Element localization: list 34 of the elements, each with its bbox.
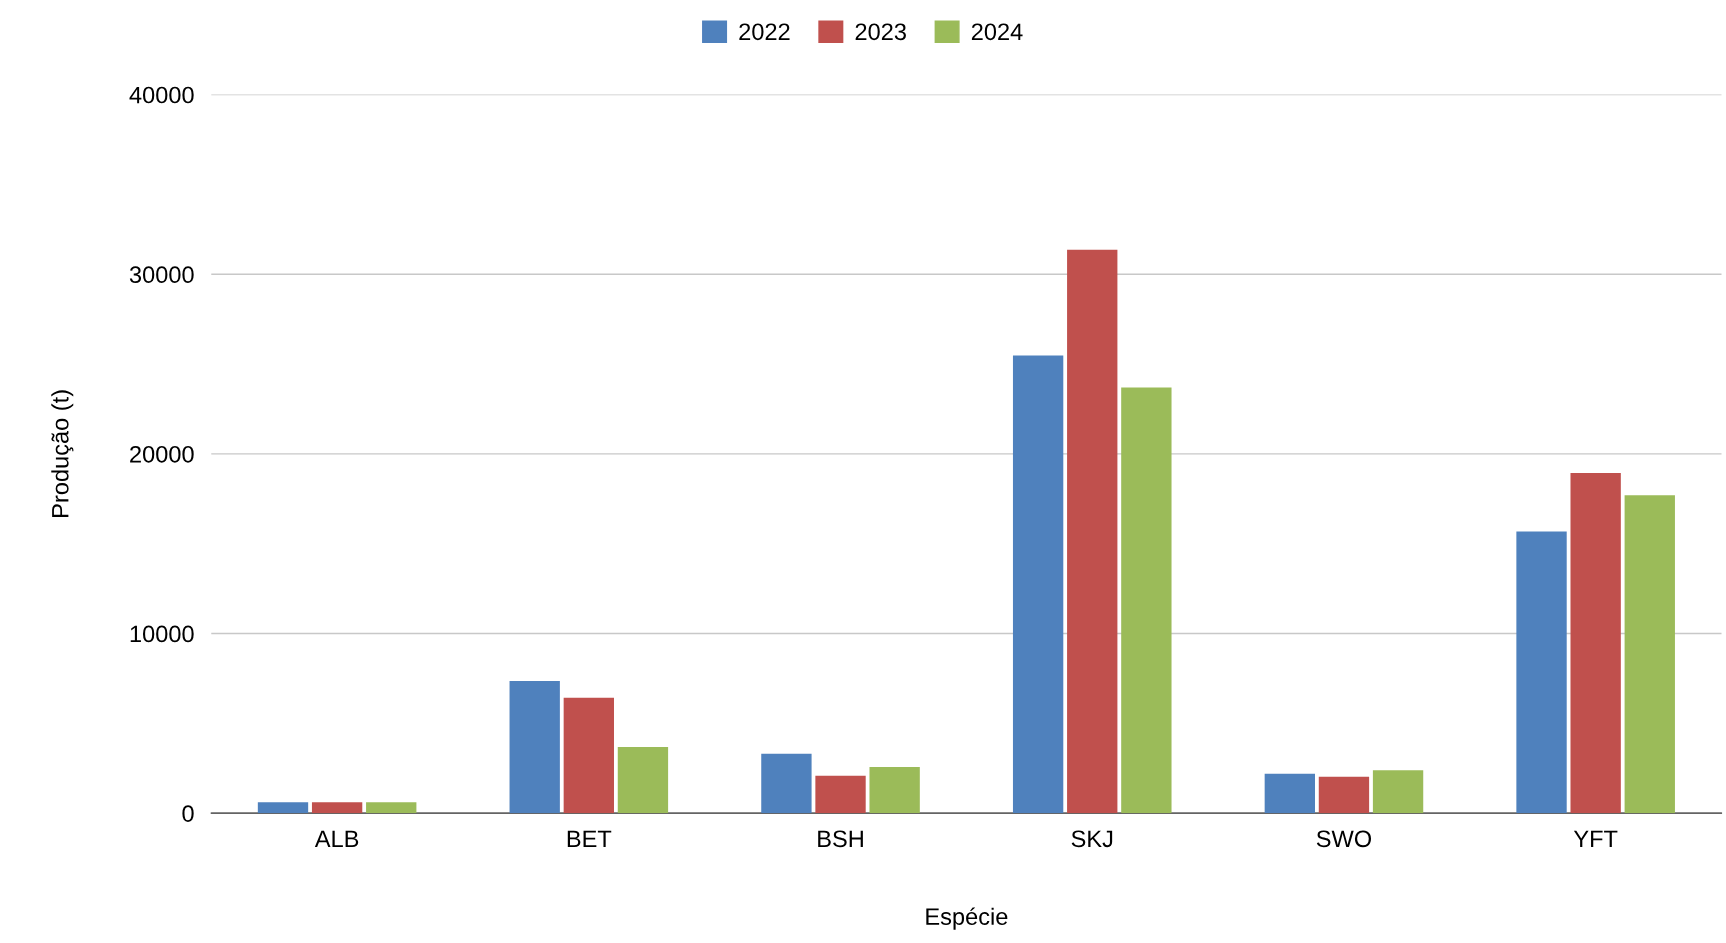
y-tick-label: 20000 bbox=[130, 445, 194, 463]
bar bbox=[1012, 355, 1064, 814]
bar bbox=[761, 753, 812, 814]
bar bbox=[509, 681, 560, 814]
bar bbox=[815, 775, 866, 814]
bar bbox=[869, 766, 920, 814]
x-tick-label: YFT bbox=[1573, 830, 1618, 847]
x-tick-label: BSH bbox=[818, 830, 863, 848]
x-tick-label: SWO bbox=[1316, 830, 1372, 848]
bar bbox=[1121, 387, 1172, 814]
y-tick-label: 0 bbox=[182, 805, 194, 822]
legend-label: 2023 bbox=[855, 23, 906, 41]
x-tick-label: BET bbox=[567, 830, 612, 847]
x-tick-label: ALB bbox=[314, 830, 359, 847]
legend-label: 2024 bbox=[971, 23, 1023, 41]
bar bbox=[1067, 249, 1118, 814]
bar bbox=[1372, 770, 1424, 814]
y-tick-label: 30000 bbox=[129, 266, 194, 284]
legend-label: 2022 bbox=[739, 23, 790, 41]
bar bbox=[617, 747, 669, 814]
bar bbox=[1264, 773, 1315, 814]
bar bbox=[257, 802, 309, 814]
bar bbox=[1624, 495, 1675, 814]
bar bbox=[1318, 776, 1370, 814]
y-tick-label: 40000 bbox=[129, 86, 194, 104]
y-tick-label: 10000 bbox=[130, 625, 194, 643]
x-tick-label: SKJ bbox=[1071, 830, 1113, 848]
bar bbox=[563, 697, 614, 814]
x-axis-title: Espécie bbox=[926, 907, 1008, 930]
y-axis-title: Produção (t) bbox=[51, 390, 74, 517]
bar bbox=[1570, 473, 1621, 814]
bar bbox=[311, 802, 363, 814]
bar bbox=[366, 802, 417, 814]
bar bbox=[1516, 531, 1567, 814]
